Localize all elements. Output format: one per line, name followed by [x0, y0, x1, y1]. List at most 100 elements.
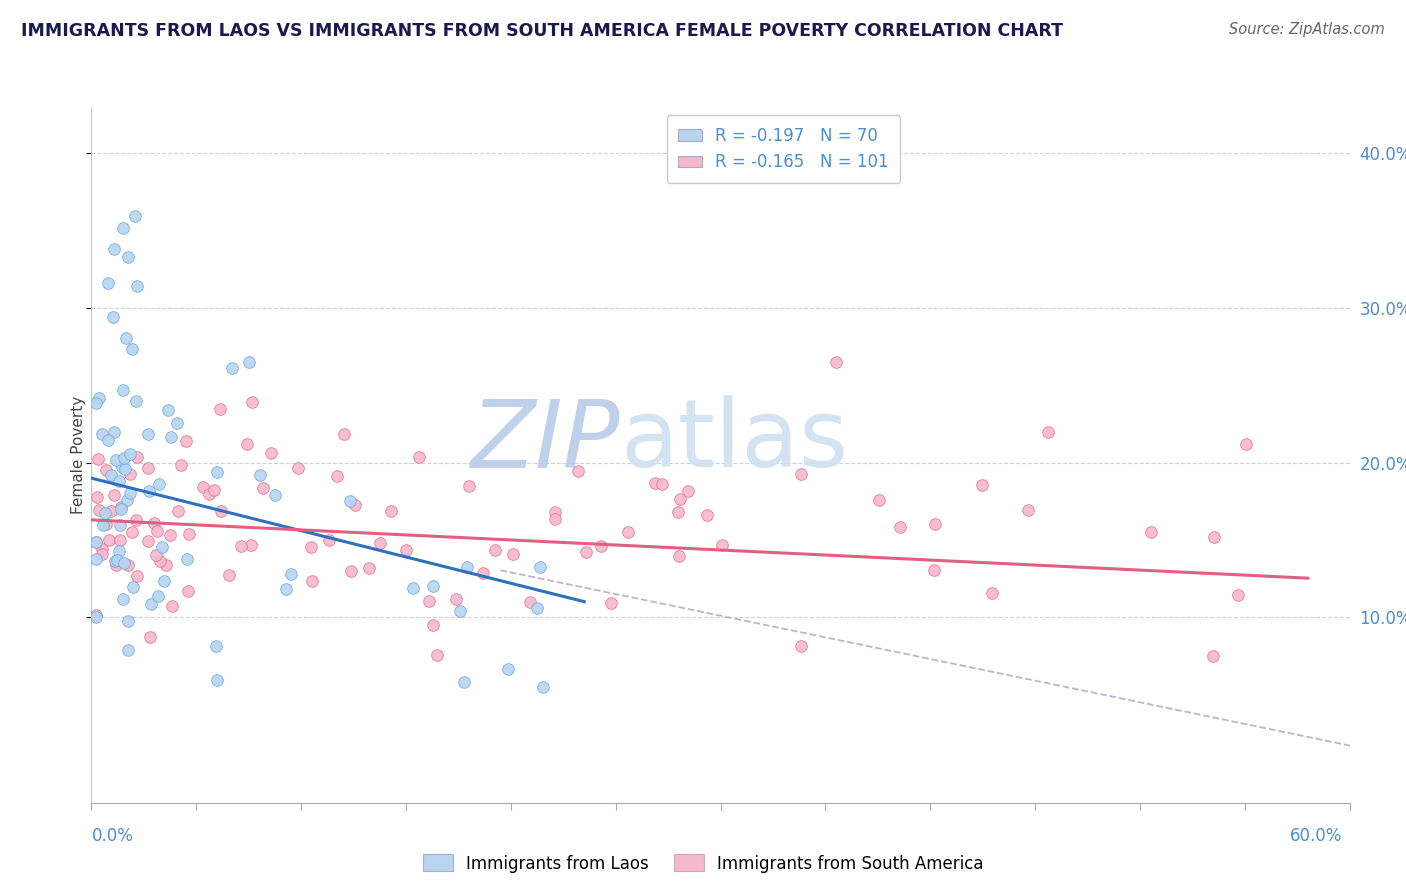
Point — [276, 582, 298, 597]
Point — [142, 516, 165, 531]
Point — [202, 483, 225, 497]
Point — [145, 548, 167, 562]
Point — [205, 465, 228, 479]
Point — [117, 642, 139, 657]
Point — [84, 610, 107, 624]
Point — [117, 250, 139, 264]
Point — [453, 674, 475, 689]
Point — [117, 558, 139, 572]
Point — [108, 544, 131, 558]
Point — [146, 589, 169, 603]
Text: 0.0%: 0.0% — [91, 827, 134, 845]
Point — [90, 548, 112, 562]
Point — [138, 484, 160, 499]
Point — [176, 434, 198, 449]
Text: IMMIGRANTS FROM LAOS VS IMMIGRANTS FROM SOUTH AMERICA FEMALE POVERTY CORRELATION: IMMIGRANTS FROM LAOS VS IMMIGRANTS FROM … — [21, 22, 1063, 40]
Point — [90, 427, 112, 442]
Point — [519, 595, 541, 609]
Point — [340, 564, 363, 578]
Point — [84, 534, 107, 549]
Point — [204, 639, 226, 653]
Point — [260, 446, 283, 460]
Point — [422, 617, 444, 632]
Point — [160, 599, 183, 613]
Point — [103, 242, 125, 256]
Point — [104, 554, 127, 568]
Point — [108, 533, 131, 547]
Point — [668, 492, 690, 507]
Point — [84, 396, 107, 410]
Point — [86, 490, 108, 504]
Point — [394, 542, 416, 557]
Point — [1204, 530, 1226, 544]
Point — [1017, 503, 1039, 517]
Point — [676, 484, 699, 499]
Point — [159, 430, 181, 444]
Point — [125, 394, 148, 409]
Point — [125, 568, 148, 582]
Point — [301, 574, 323, 589]
Point — [191, 480, 214, 494]
Point — [97, 276, 120, 290]
Point — [108, 518, 131, 533]
Point — [1227, 588, 1250, 602]
Point — [209, 504, 232, 518]
Point — [1202, 648, 1225, 663]
Point — [117, 614, 139, 628]
Point — [218, 568, 240, 582]
Point — [100, 504, 122, 518]
Point — [868, 493, 890, 508]
Point — [118, 467, 141, 481]
Point — [600, 596, 623, 610]
Point — [177, 583, 200, 598]
Point — [333, 426, 356, 441]
Legend: R = -0.197   N = 70, R = -0.165   N = 101: R = -0.197 N = 70, R = -0.165 N = 101 — [666, 115, 900, 183]
Point — [87, 391, 110, 405]
Point — [239, 538, 262, 552]
Point — [101, 310, 124, 324]
Point — [790, 639, 813, 653]
Point — [122, 580, 145, 594]
Point — [456, 560, 478, 574]
Point — [280, 567, 302, 582]
Point — [263, 488, 285, 502]
Point — [105, 553, 128, 567]
Point — [115, 493, 138, 508]
Point — [104, 453, 127, 467]
Point — [208, 401, 231, 416]
Text: Source: ZipAtlas.com: Source: ZipAtlas.com — [1229, 22, 1385, 37]
Point — [136, 426, 159, 441]
Point — [87, 451, 110, 466]
Point — [589, 539, 612, 553]
Point — [124, 209, 146, 223]
Point — [529, 560, 551, 574]
Point — [167, 503, 190, 517]
Point — [970, 477, 993, 491]
Point — [318, 533, 340, 548]
Point — [94, 506, 117, 520]
Point — [339, 493, 361, 508]
Text: atlas: atlas — [620, 395, 848, 487]
Point — [711, 538, 734, 552]
Point — [644, 476, 666, 491]
Point — [136, 461, 159, 475]
Point — [789, 467, 811, 481]
Point — [418, 594, 440, 608]
Point — [111, 591, 134, 606]
Point — [240, 395, 263, 409]
Point — [287, 461, 309, 475]
Legend: Immigrants from Laos, Immigrants from South America: Immigrants from Laos, Immigrants from So… — [416, 847, 990, 880]
Point — [84, 534, 107, 549]
Point — [207, 673, 229, 687]
Point — [111, 383, 134, 397]
Point — [825, 355, 848, 369]
Point — [380, 503, 402, 517]
Point — [696, 508, 718, 523]
Point — [1038, 425, 1060, 440]
Point — [651, 477, 673, 491]
Point — [149, 554, 172, 568]
Text: 60.0%: 60.0% — [1291, 827, 1343, 845]
Point — [426, 648, 449, 663]
Point — [146, 524, 169, 538]
Point — [139, 597, 162, 611]
